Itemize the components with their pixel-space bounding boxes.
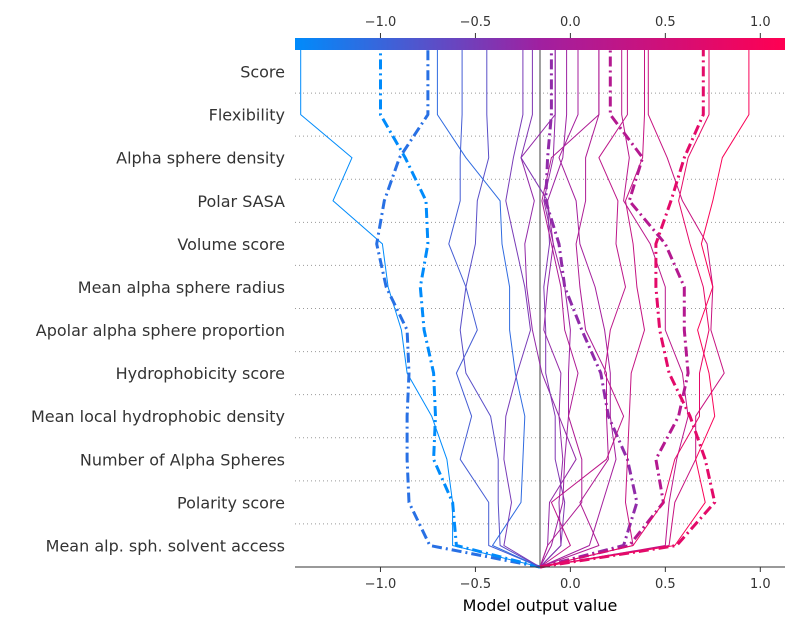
series-line: [539, 50, 577, 568]
feature-label: Polar SASA: [197, 192, 285, 211]
x-tick-label: 1.0: [750, 577, 771, 592]
feature-label: Mean alpha sphere radius: [78, 278, 285, 297]
feature-label: Score: [240, 63, 285, 82]
series-line: [539, 50, 571, 568]
series-line: [539, 50, 750, 568]
series-line: [539, 50, 609, 568]
colorbar-tick-label: 1.0: [750, 15, 771, 30]
x-tick-label: −0.5: [460, 577, 492, 592]
feature-labels: Mean alp. sph. solvent access Polarity sc…: [31, 63, 285, 556]
series-line: [520, 50, 566, 568]
x-tick-label: 0.5: [655, 577, 676, 592]
series-line: [539, 50, 645, 568]
feature-label: Alpha sphere density: [116, 149, 285, 168]
series-line: [539, 50, 717, 569]
feature-label: Polarity score: [177, 493, 285, 512]
series-line: [436, 50, 541, 568]
feature-label: Mean local hydrophobic density: [31, 407, 285, 426]
series-lines: [300, 50, 750, 569]
series-line: [375, 50, 541, 569]
feature-label: Flexibility: [209, 106, 285, 125]
feature-label: Number of Alpha Spheres: [80, 450, 285, 469]
series-line: [503, 50, 541, 568]
feature-label: Mean alp. sph. solvent access: [46, 536, 285, 555]
colorbar-tick-label: 0.5: [655, 15, 676, 30]
feature-label: Hydrophobicity score: [116, 364, 285, 383]
colorbar-tick-label: −1.0: [365, 15, 397, 30]
x-tick-label: −1.0: [365, 577, 397, 592]
series-line: [539, 50, 725, 568]
series-line: [300, 50, 541, 568]
series-line: [539, 50, 600, 568]
series-line: [539, 50, 628, 568]
x-axis-title: Model output value: [463, 596, 618, 615]
colorbar: [295, 38, 785, 50]
colorbar-tick-label: −0.5: [460, 15, 492, 30]
series-line: [448, 50, 541, 568]
series-line: [459, 50, 541, 568]
x-axis-ticks: −1.0 −1.0 −0.5 −0.5 0.0 0.0 0.5 0.5 1.0 1.0: [365, 15, 771, 592]
series-line: [539, 50, 617, 568]
colorbar-tick-label: 0.0: [560, 15, 581, 30]
series-line: [539, 50, 689, 568]
x-tick-label: 0.0: [560, 577, 581, 592]
feature-label: Volume score: [177, 235, 285, 254]
series-line: [539, 50, 710, 568]
feature-label: Apolar alpha sphere proportion: [36, 321, 285, 340]
series-line: [379, 50, 541, 569]
